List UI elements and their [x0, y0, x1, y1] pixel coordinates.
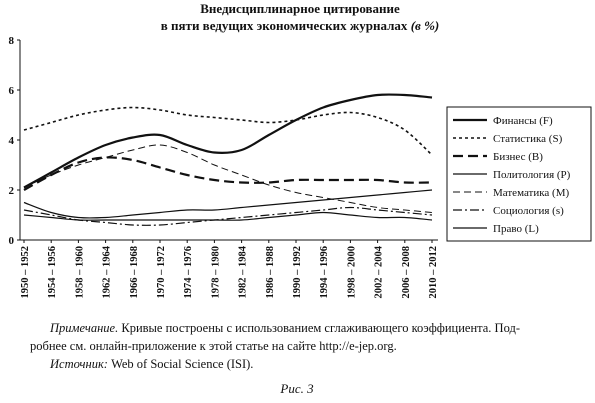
legend-label: Бизнес (B) — [493, 151, 543, 163]
x-tick-label: 2006 – 2008 — [401, 246, 412, 299]
legend-label: Финансы (F) — [493, 115, 553, 127]
x-tick-label: 2010 – 2012 — [428, 246, 439, 299]
x-tick-label: 1994 – 1996 — [319, 246, 330, 299]
x-tick-label: 1950 – 1952 — [20, 246, 31, 299]
series-line — [23, 156, 433, 191]
y-tick-label: 0 — [9, 235, 15, 247]
source: Источник: Web of Social Science (ISI). — [49, 357, 253, 371]
x-tick-label: 1962 – 1964 — [102, 245, 113, 298]
x-tick-label: 1966 – 1968 — [129, 246, 140, 299]
x-tick-label: 1958 – 1960 — [74, 246, 85, 299]
series-line — [23, 206, 433, 226]
x-tick-label: 2002 – 2004 — [374, 245, 385, 298]
y-tick-label: 8 — [9, 35, 15, 47]
series-line — [23, 211, 433, 221]
series-line — [23, 189, 433, 219]
x-tick-label: 1970 – 1972 — [156, 246, 167, 299]
series-line — [23, 93, 433, 189]
x-tick-label: 1982 – 1984 — [238, 245, 249, 298]
y-tick-label: 4 — [9, 135, 15, 147]
y-tick-label: 6 — [9, 85, 15, 97]
note-text: Кривые построены с использованием сглажи… — [121, 321, 520, 335]
legend-label: Право (L) — [493, 223, 539, 235]
source-label: Источник: — [49, 357, 108, 371]
series-line — [23, 106, 433, 156]
note-label: Примечание. — [49, 321, 118, 335]
x-tick-label: 1974 – 1976 — [183, 246, 194, 299]
x-tick-label: 1954 – 1956 — [47, 246, 58, 299]
x-tick-label: 1986 – 1988 — [265, 246, 276, 299]
x-tick-label: 1990 – 1992 — [292, 246, 303, 299]
note: Примечание. Кривые построены с использов… — [49, 321, 520, 335]
legend-label: Социология (s) — [493, 205, 564, 217]
legend-label: Математика (M) — [493, 187, 569, 199]
series-line — [23, 144, 433, 213]
title-unit: (в %) — [411, 18, 440, 33]
figure-label: Рис. 3 — [279, 381, 314, 396]
chart-title: Внедисциплинарное цитирование — [200, 1, 400, 16]
chart-title: в пяти ведущих экономических журналах (в… — [161, 18, 439, 33]
legend-label: Статистика (S) — [493, 133, 563, 145]
x-tick-label: 1978 – 1980 — [210, 246, 221, 299]
source-text: Web of Social Science (ISI). — [111, 357, 253, 371]
y-tick-label: 2 — [9, 185, 15, 197]
title-line: в пяти ведущих экономических журналах — [161, 18, 408, 33]
note-text: робнее см. онлайн-приложение к этой стат… — [30, 339, 397, 353]
x-tick-label: 1998 – 2000 — [346, 246, 357, 299]
legend-label: Политология (P) — [493, 169, 571, 181]
